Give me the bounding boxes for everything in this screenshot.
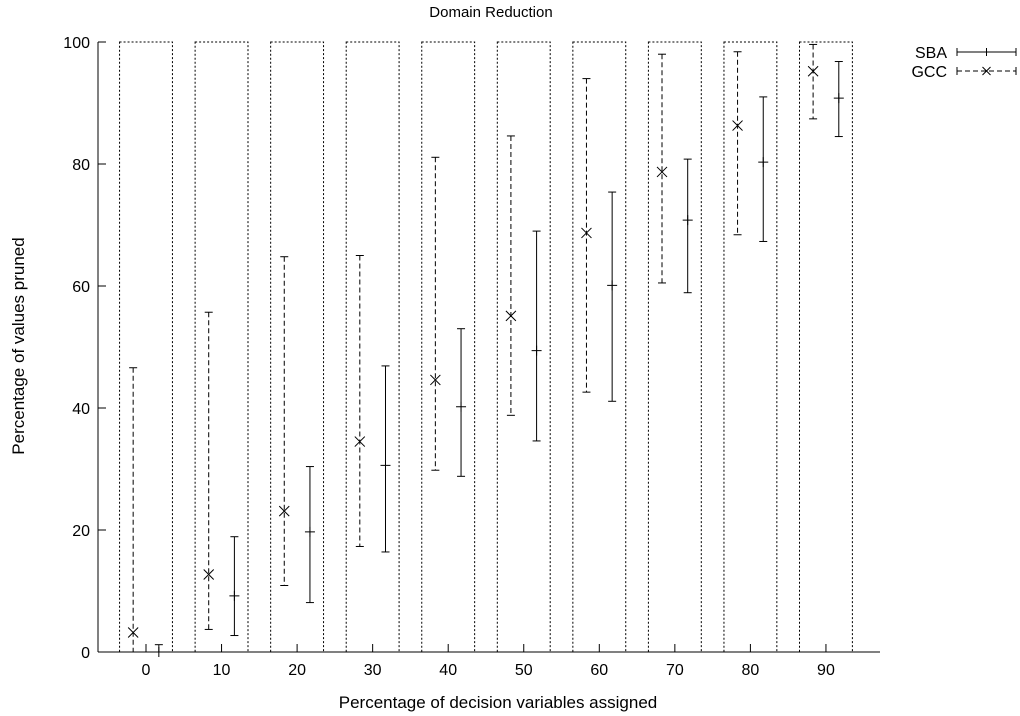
gcc-point-3 [354,436,366,447]
chart-title: Domain Reduction [429,4,552,21]
x-tick-label-0: 0 [142,662,151,679]
gcc-point-0 [127,627,139,638]
legend-marker-gcc [982,66,991,76]
sba-point-0 [153,647,164,657]
gcc-point-1 [203,569,215,580]
x-tick-label-8: 80 [742,662,760,679]
background-box-3 [345,41,400,653]
gcc-point-4 [430,374,441,386]
sba-point-4 [456,401,467,412]
gcc-point-5 [505,310,517,322]
sba-point-5 [531,345,542,356]
y-tick-label-4: 80 [72,157,90,174]
x-tick-label-1: 10 [213,662,231,679]
axes [97,42,880,653]
series-gcc [127,43,819,653]
sba-point-8 [758,157,769,168]
sba-point-1 [229,590,240,601]
legend-label-sba: SBA [915,45,947,62]
y-axis-label: Percentage of values pruned [9,237,28,454]
x-axis-label: Percentage of decision variables assigne… [339,693,657,712]
sba-point-6 [607,280,618,291]
background-boxes [119,41,853,653]
gcc-point-7 [656,166,668,178]
x-tick-label-7: 70 [666,662,684,679]
background-box-5 [496,41,551,653]
x-tick-label-4: 40 [439,662,457,679]
background-box-9 [799,41,853,653]
background-box-8 [723,41,778,653]
background-box-7 [647,41,702,653]
background-box-2 [270,41,325,653]
y-tick-label-5: 100 [63,35,90,52]
sba-point-2 [304,526,315,537]
y-tick-label-0: 0 [81,645,90,662]
legend-label-gcc: GCC [911,64,947,81]
sba-point-7 [682,215,693,226]
series-layer [127,43,844,657]
sba-point-9 [833,93,844,104]
gcc-point-8 [732,120,743,131]
background-box-0 [119,41,173,653]
legend: SBA GCC [911,45,1017,81]
sba-point-3 [380,460,391,471]
series-sba [153,61,844,657]
x-tick-label-3: 30 [364,662,382,679]
x-tick-label-9: 90 [817,662,835,679]
x-tick-label-5: 50 [515,662,533,679]
background-box-1 [194,41,249,653]
background-box-4 [421,41,476,653]
y-tick-label-1: 20 [72,523,90,540]
x-axis-ticks: 0 10 20 30 40 50 60 70 80 90 [142,644,835,679]
y-axis-ticks: 0 20 40 60 80 100 [63,35,106,662]
gcc-point-2 [278,505,290,517]
gcc-point-9 [807,65,819,77]
background-box-6 [572,41,627,653]
y-tick-label-2: 40 [72,401,90,418]
y-tick-label-3: 60 [72,279,90,296]
x-tick-label-2: 20 [288,662,306,679]
gcc-point-6 [581,227,592,239]
x-tick-label-6: 60 [590,662,608,679]
